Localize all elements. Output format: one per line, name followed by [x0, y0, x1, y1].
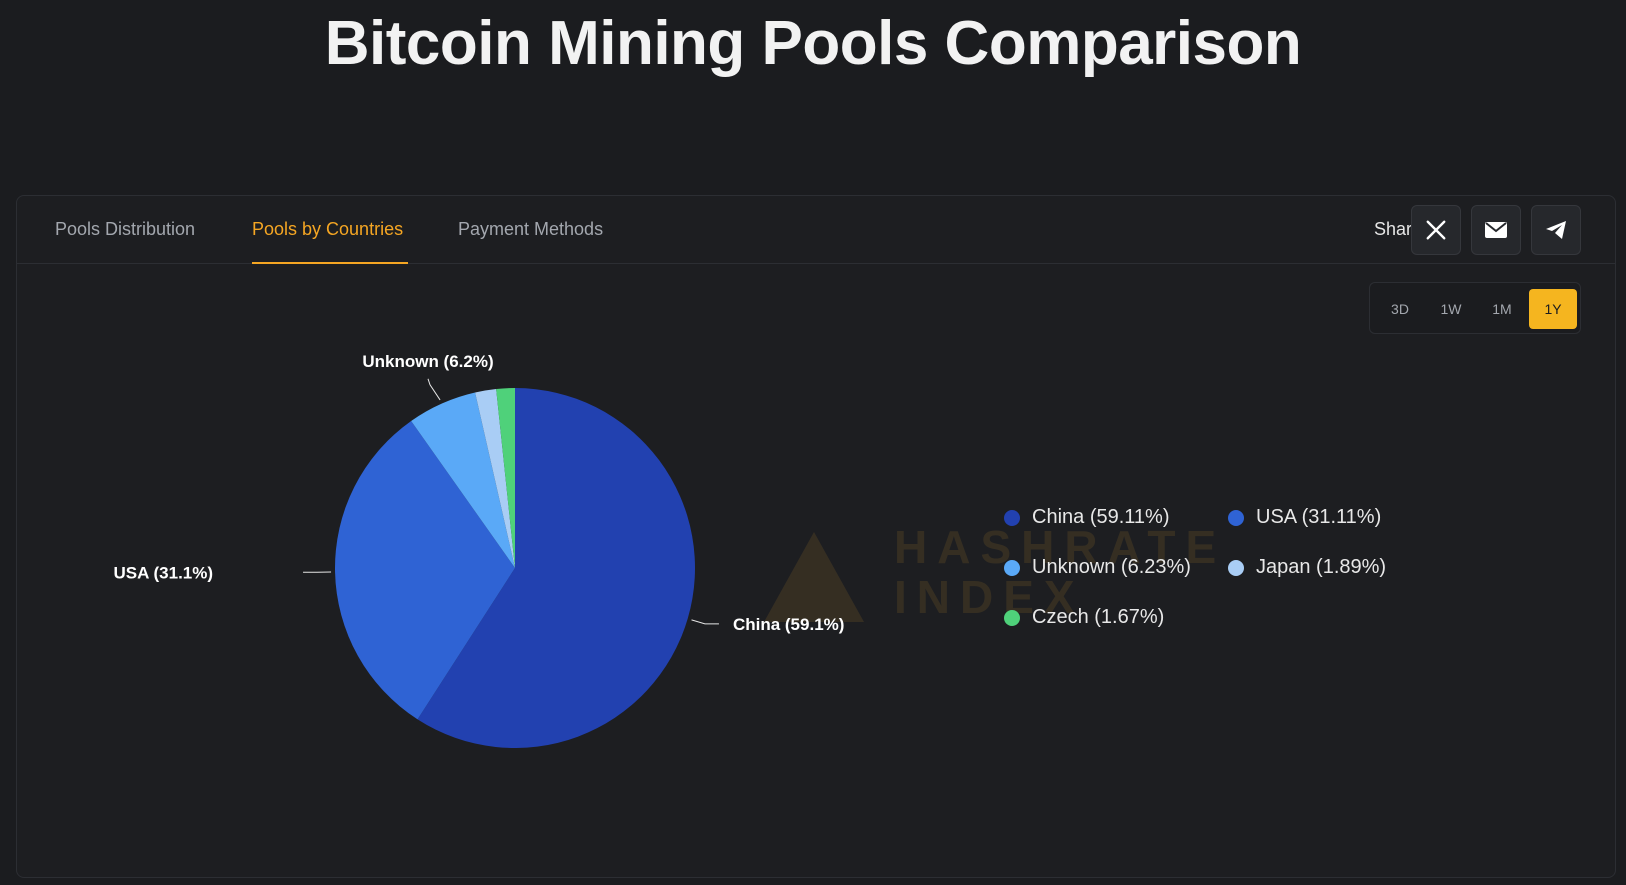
pie-slice-china[interactable] [417, 388, 696, 748]
time-range-selector: 3D 1W 1M 1Y [1369, 282, 1581, 334]
range-1y-button[interactable]: 1Y [1529, 289, 1577, 329]
legend-swatch-usa [1228, 509, 1244, 526]
tab-payment-methods[interactable]: Payment Methods [458, 219, 604, 239]
label-line-china [691, 619, 719, 625]
active-tab-indicator [252, 262, 408, 264]
legend-label-japan: Japan (1.89%) [1256, 556, 1387, 578]
tab-pools-by-countries[interactable]: Pools by Countries [252, 219, 404, 239]
pie-slice-japan[interactable] [475, 388, 515, 568]
legend-item-czech[interactable]: Czech (1.67%) [1004, 606, 1164, 629]
legend-item-japan[interactable]: Japan (1.89%) [1228, 556, 1386, 579]
data-label-unknown: Unknown (6.2%) [362, 352, 493, 371]
legend-swatch-japan [1228, 559, 1244, 576]
legend-item-usa[interactable]: USA (31.11%) [1228, 506, 1381, 529]
data-label-china: China (59.1%) [733, 615, 844, 634]
page-title: Bitcoin Mining Pools Comparison [324, 9, 1302, 78]
range-1m-button[interactable]: 1M [1492, 301, 1512, 317]
legend-swatch-czech [1004, 609, 1020, 626]
legend-label-czech: Czech (1.67%) [1032, 606, 1165, 628]
pie-slice-unknown[interactable] [411, 392, 515, 568]
mail-icon [1485, 222, 1507, 238]
legend-label-china: China (59.11%) [1032, 506, 1170, 528]
telegram-icon [1546, 221, 1566, 239]
data-label-usa: USA (31.1%) [114, 563, 214, 582]
pie-slice-czech[interactable] [496, 388, 515, 568]
tab-bar: Pools Distribution Pools by Countries Pa… [17, 196, 1615, 264]
legend-item-unknown[interactable]: Unknown (6.23%) [1004, 556, 1191, 579]
legend-swatch-china [1004, 509, 1020, 526]
share-mail-button[interactable] [1471, 205, 1521, 255]
legend-label-unknown: Unknown (6.23%) [1032, 556, 1191, 578]
legend-label-usa: USA (31.11%) [1256, 506, 1382, 528]
tab-pools-distribution[interactable]: Pools Distribution [55, 219, 196, 239]
legend-item-china[interactable]: China (59.11%) [1004, 506, 1169, 529]
pie-slice-usa[interactable] [335, 420, 515, 720]
share-x-button[interactable] [1411, 205, 1461, 255]
range-1w-button[interactable]: 1W [1440, 301, 1462, 317]
label-line-unknown [427, 378, 441, 401]
legend-swatch-unknown [1004, 559, 1020, 576]
x-icon [1426, 220, 1446, 240]
chart-card: Pools Distribution Pools by Countries Pa… [16, 195, 1616, 878]
range-3d-button[interactable]: 3D [1391, 301, 1409, 317]
share-telegram-button[interactable] [1531, 205, 1581, 255]
